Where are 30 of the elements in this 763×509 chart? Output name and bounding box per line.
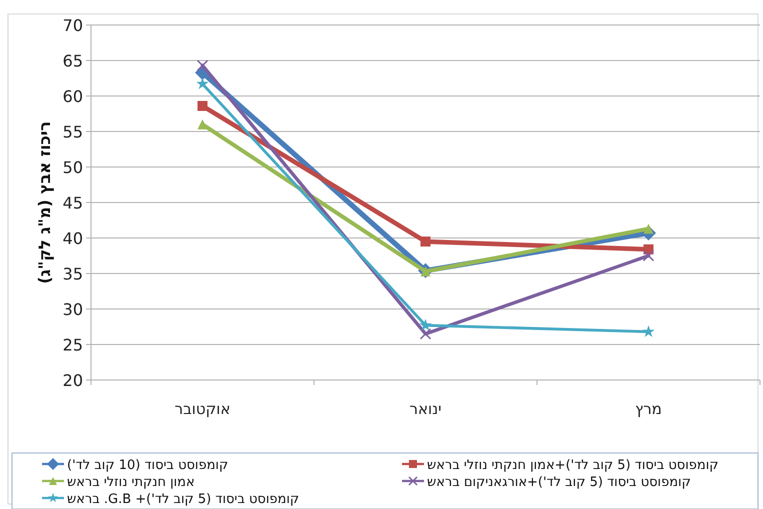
legend-label: קומפוסט ביסוד (10 קוב לד') — [67, 458, 228, 473]
point — [419, 318, 432, 331]
point — [642, 250, 654, 262]
point — [198, 119, 208, 130]
y-tick-label: 60 — [62, 87, 83, 106]
point — [196, 77, 209, 90]
legend-label: קומפוסט ביסוד (5 קוב לד')+אמון חנקתי נוזלי בראש — [427, 458, 718, 473]
point — [196, 60, 208, 72]
y-tick-label: 70 — [62, 16, 83, 35]
point — [642, 325, 655, 337]
y-tick-label: 40 — [62, 229, 83, 248]
legend-label: אמון חנקתי נוזלי בראש — [67, 475, 195, 490]
point — [420, 328, 432, 340]
x-tick-label: מרץ — [635, 400, 662, 418]
legend-label: קומפוסט ביסוד (5 קוב לד')+אורגאניקום בראש — [427, 475, 691, 490]
point — [644, 224, 654, 234]
y-tick-label: 50 — [62, 158, 83, 177]
point — [420, 236, 430, 247]
y-tick-label: 55 — [62, 122, 83, 142]
y-tick-label: 65 — [62, 52, 83, 70]
x-tick-label: אוקטובר — [174, 400, 230, 418]
y-tick-label: 45 — [62, 194, 83, 212]
y-tick-label: 35 — [62, 264, 83, 284]
legend-label: קומפוסט ביסוד (5 קוב לד')+ G.B. בראש — [67, 492, 300, 507]
x-tick-label: ינואר — [410, 400, 442, 418]
y-tick-label: 30 — [62, 300, 83, 319]
y-tick-label: 20 — [62, 371, 83, 390]
y-axis-title: ריכוז אבץ (מ"ג לק"ג) — [35, 121, 54, 284]
point — [198, 100, 208, 111]
y-tick-label: 25 — [62, 336, 83, 354]
